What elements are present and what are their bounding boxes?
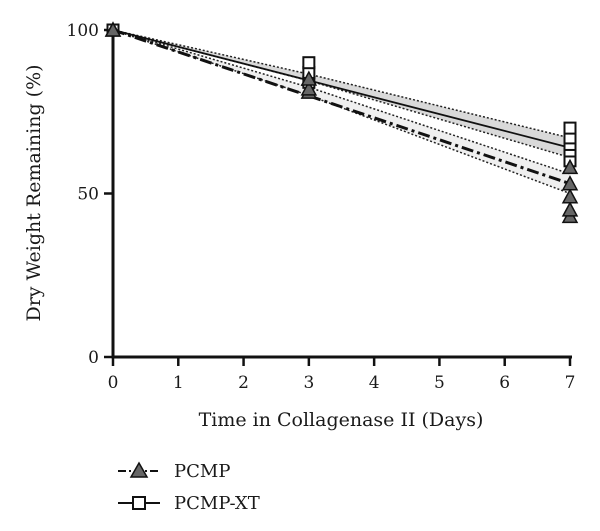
legend-triangle-icon [129,461,149,478]
fit-lines [112,28,571,186]
ticks: 0 50 100 0 1 2 3 4 5 6 7 [67,21,576,393]
y-tick-label-50: 50 [77,185,99,205]
legend-item-pcmp: PCMP [118,461,230,482]
x-tick-label-3: 3 [303,373,314,393]
x-axis-label: Time in Collagenase II (Days) [199,409,484,431]
x-tick-label-1: 1 [173,373,184,393]
point-pcmp-1 [104,21,122,37]
point-pcmp-xt-4 [302,56,316,70]
legend-label-pcmp-xt: PCMP-XT [174,493,260,514]
x-tick-label-6: 6 [499,373,510,393]
x-tick-label-7: 7 [565,373,576,393]
legend-label-pcmp: PCMP [174,461,230,482]
legend: PCMP PCMP-XT [118,461,260,514]
y-tick-label-100: 100 [67,21,99,41]
point-pcmp-7 [561,188,579,204]
point-pcmp-3 [300,80,318,96]
point-pcmp-4 [300,70,318,86]
point-pcmp-xt-9 [563,121,577,135]
point-pcmp-8 [561,175,579,191]
fit-line-pcmp-xt [112,29,571,149]
x-tick-label-0: 0 [108,373,119,393]
x-tick-label-5: 5 [434,373,445,393]
y-tick-label-0: 0 [88,348,99,368]
ci-lower-pcmp [112,29,571,195]
y-axis-label: Dry Weight Remaining (%) [23,64,45,321]
legend-square-icon [132,496,146,510]
fit-line-pcmp [112,28,571,186]
legend-item-pcmp-xt: PCMP-XT [118,493,260,514]
point-pcmp-6 [561,201,579,217]
x-tick-label-2: 2 [238,373,249,393]
point-pcmp-9 [561,158,579,175]
data-points [104,21,579,224]
x-tick-label-4: 4 [369,373,380,393]
